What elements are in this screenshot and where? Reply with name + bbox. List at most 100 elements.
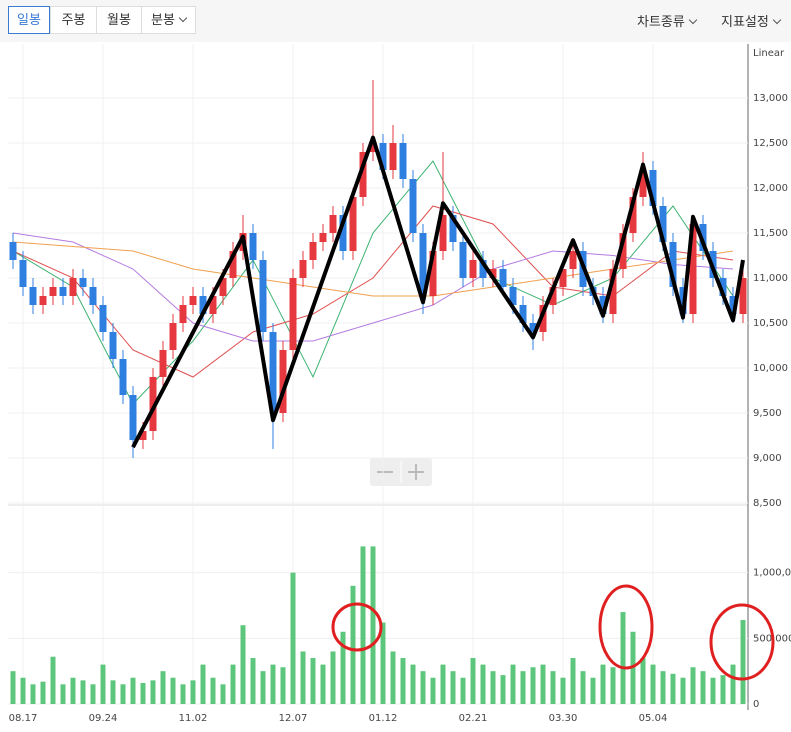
volume-bar: [530, 667, 536, 704]
menu[interactable]: 지표설정: [721, 11, 782, 30]
volume-bar: [260, 671, 266, 704]
volume-bar: [650, 664, 656, 704]
volume-bar: [280, 667, 286, 704]
candle-body: [399, 143, 407, 179]
x-tick-label: 09.24: [89, 713, 118, 724]
label: 분봉: [151, 13, 175, 28]
volume-bar: [580, 671, 586, 704]
scale-label: Linear: [753, 48, 785, 59]
candle-body: [259, 260, 267, 332]
candle-body: [289, 278, 297, 350]
candle-body: [199, 296, 207, 314]
volume-bar: [420, 671, 426, 704]
candle-body: [659, 206, 667, 242]
candle-body: [119, 359, 127, 395]
volume-bar: [430, 677, 436, 704]
candle-body: [59, 287, 67, 296]
volume-bar: [80, 680, 86, 704]
candle-body: [159, 350, 167, 377]
label: 차트종류: [637, 15, 685, 30]
volume-bar: [300, 651, 306, 704]
volume-bar: [490, 671, 496, 704]
y-tick-label: 11,500: [753, 228, 788, 239]
y-tick-label: 0: [753, 699, 759, 710]
candle-body: [79, 278, 87, 287]
volume-bar: [440, 664, 446, 704]
volume-bar: [120, 684, 126, 704]
volume-bar: [60, 684, 66, 704]
candle-body: [689, 224, 697, 314]
candle-body: [329, 215, 337, 233]
volume-bar: [210, 677, 216, 704]
candle-body: [339, 215, 347, 251]
volume-bar: [510, 664, 516, 704]
y-tick-label: 1,000,000: [753, 568, 791, 579]
volume-bar: [480, 664, 486, 704]
candle-body: [49, 287, 57, 296]
candle-body: [379, 143, 387, 170]
period-button[interactable]: 월봉: [96, 6, 142, 34]
candle-body: [489, 269, 497, 278]
candle-body: [439, 215, 447, 251]
candle-body: [139, 431, 147, 440]
candle-body: [349, 197, 357, 251]
annotations: [331, 584, 775, 681]
candle-body: [629, 197, 637, 233]
x-tick-label: 01.12: [369, 713, 398, 724]
volume-bar: [680, 677, 686, 704]
candle-body: [549, 287, 557, 305]
highlight-circle: [709, 603, 775, 681]
y-tick-label: 13,000: [753, 93, 788, 104]
candle-body: [719, 278, 727, 296]
menu[interactable]: 차트종류: [637, 11, 698, 30]
volume-bar: [30, 684, 36, 704]
volume-bar: [730, 664, 736, 704]
candle-body: [269, 332, 277, 413]
volume-bar: [710, 677, 716, 704]
label: 지표설정: [721, 15, 769, 30]
candle-body: [609, 269, 617, 314]
volume-bar: [660, 671, 666, 704]
volume-bar: [350, 585, 356, 704]
volume-bar: [340, 631, 346, 704]
candle-body: [529, 323, 537, 332]
y-tick-label: 10,000: [753, 363, 788, 374]
candle-body: [249, 233, 257, 260]
x-tick-label: 08.17: [9, 713, 38, 724]
x-tick-label: 02.21: [459, 713, 488, 724]
candle-body: [99, 305, 107, 332]
candle-body: [209, 296, 217, 314]
volume-bar: [320, 664, 326, 704]
volume-bar: [450, 671, 456, 704]
candle-body: [479, 260, 487, 278]
candle-body: [599, 296, 607, 314]
volume-bar: [230, 664, 236, 704]
volume-bar: [40, 681, 46, 704]
candle-body: [459, 242, 467, 278]
volume-bar: [250, 658, 256, 704]
candle-body: [619, 233, 627, 269]
candle-body: [189, 296, 197, 305]
volume-bar: [290, 572, 296, 704]
period-button[interactable]: 일봉: [8, 6, 50, 34]
volume-bar: [720, 675, 726, 704]
y-tick-label: 10,500: [753, 318, 788, 329]
candle-body: [409, 179, 417, 233]
volume-bar: [240, 625, 246, 704]
volume-bar: [310, 658, 316, 704]
candle-body: [149, 377, 157, 431]
period-button[interactable]: 분봉: [141, 6, 196, 34]
moving-average: [12, 232, 734, 342]
volume-bar: [160, 671, 166, 704]
volume-bar: [410, 664, 416, 704]
volume-bar: [520, 671, 526, 704]
candle-body: [359, 152, 367, 197]
volume-bar: [140, 682, 146, 704]
volume-bar: [20, 677, 26, 704]
volume-bar: [10, 671, 16, 704]
candle-body: [39, 296, 47, 305]
candle-body: [649, 170, 657, 206]
volume-bar: [180, 684, 186, 704]
